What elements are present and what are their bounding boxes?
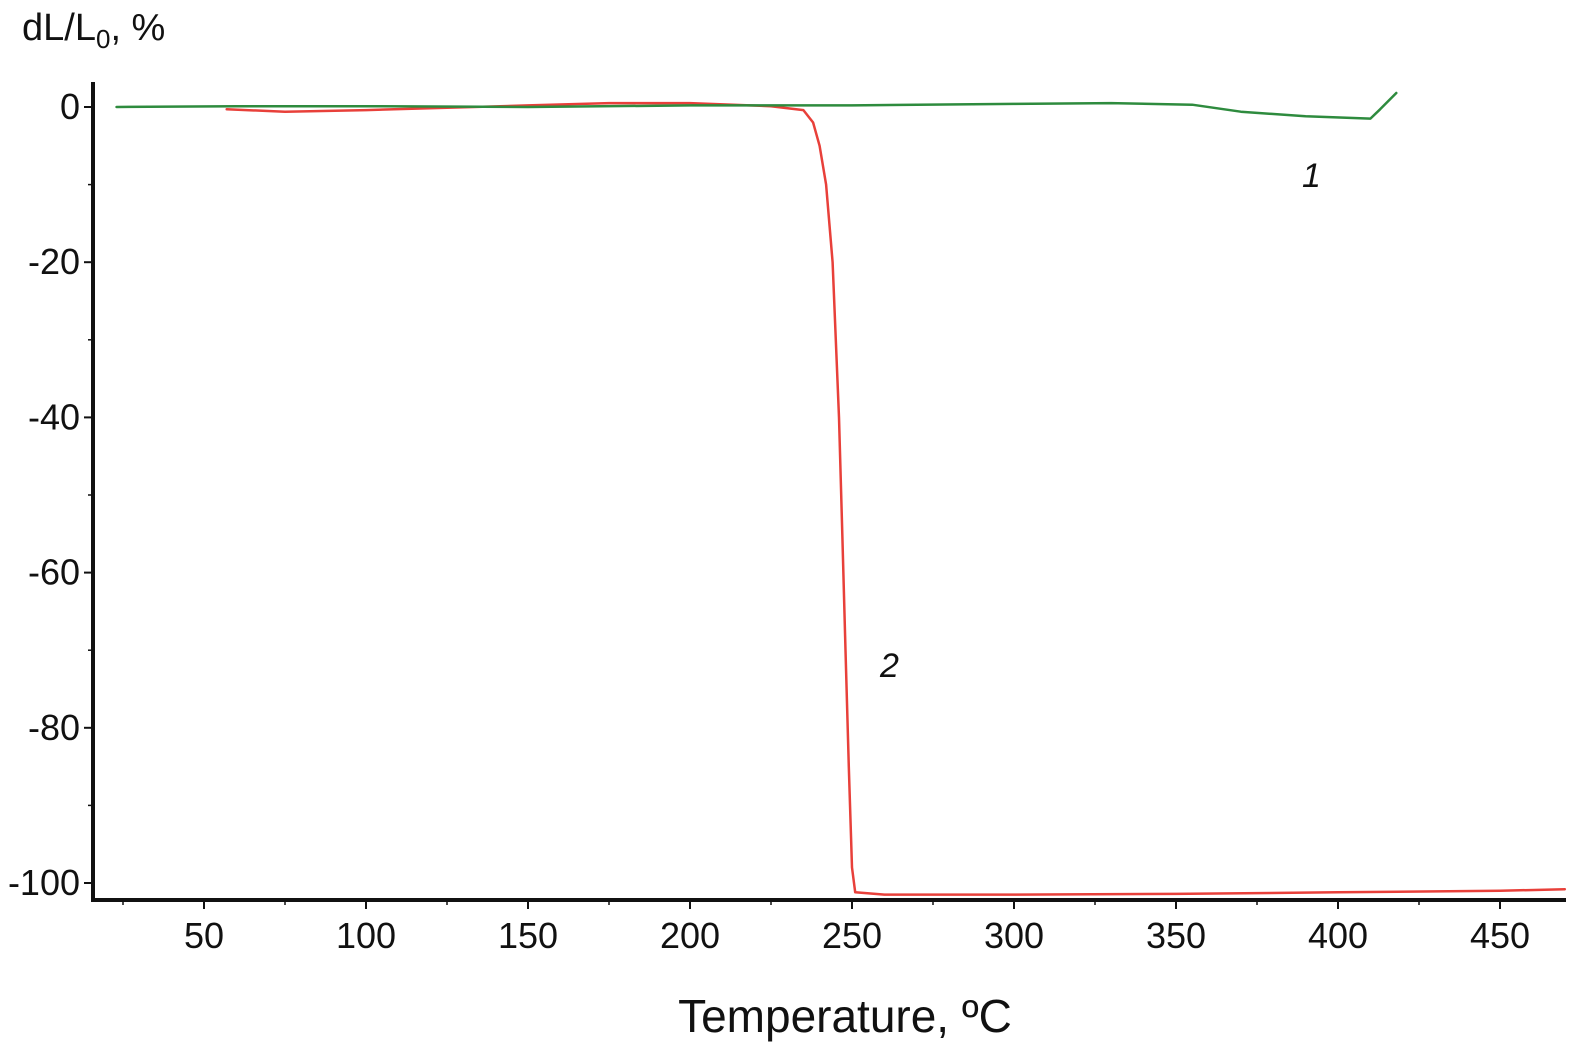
y-tick-label: 0 <box>60 86 80 127</box>
y-tick-label: -100 <box>8 862 80 903</box>
ticks: 50 100 150 200 250 300 350 400 450 0 -20 -40 -60 -80 -… <box>8 86 1530 956</box>
y-tick-label: -40 <box>28 396 80 437</box>
x-axis-label: Temperature, ºC <box>678 990 1012 1042</box>
x-tick-label: 400 <box>1308 915 1368 956</box>
series-1-label: 1 <box>1302 157 1321 195</box>
x-tick-label: 250 <box>822 915 882 956</box>
x-tick-label: 350 <box>1146 915 1206 956</box>
x-tick-label: 200 <box>660 915 720 956</box>
y-tick-label: -60 <box>28 552 80 593</box>
series-1-line <box>115 91 1398 120</box>
y-tick-label: -80 <box>28 707 80 748</box>
x-tick-label: 100 <box>336 915 396 956</box>
y-axis-label-subscript: 0 <box>96 24 110 54</box>
y-axis-label-suffix: , % <box>110 7 165 49</box>
x-tick-label: 450 <box>1470 915 1530 956</box>
y-axis-label-main: dL/L <box>22 7 96 49</box>
y-axis-label: dL/L0, % <box>22 7 165 54</box>
x-tick-label: 300 <box>984 915 1044 956</box>
x-tick-label: 150 <box>498 915 558 956</box>
x-tick-label: 50 <box>184 915 224 956</box>
series-2-label: 2 <box>879 647 899 685</box>
series <box>115 91 1567 896</box>
series-2-line <box>225 101 1567 896</box>
y-tick-label: -20 <box>28 241 80 282</box>
